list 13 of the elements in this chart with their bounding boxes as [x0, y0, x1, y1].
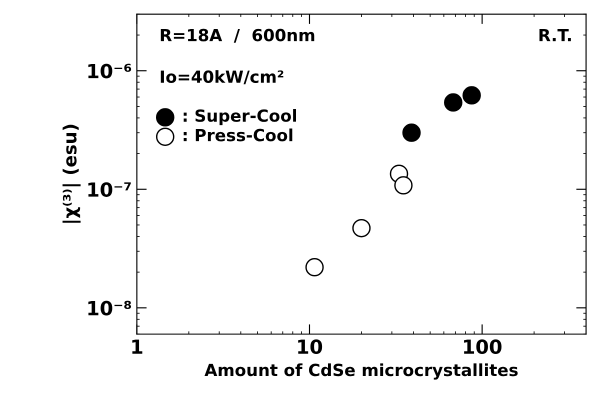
x-tick-label: 10 — [298, 339, 322, 354]
y-axis-title: |χ⁽³⁾| (esu) — [62, 124, 81, 223]
x-axis-title: Amount of CdSe microcrystallites — [204, 363, 518, 380]
legend-label: : Press-Cool — [184, 128, 292, 142]
y-tick-label: 10⁻⁶ — [88, 64, 132, 78]
annotation: R.T. — [539, 29, 571, 42]
annotation: R=18A / 600nm — [160, 28, 314, 43]
y-tick-label: 10⁻⁷ — [88, 182, 131, 197]
x-tick-label: 100 — [464, 339, 502, 354]
annotation: Io=40kW/cm² — [160, 70, 284, 84]
y-tick-label: 10⁻⁸ — [88, 300, 132, 316]
legend-label: : Super-Cool — [184, 109, 296, 126]
x-tick-label: 1 — [132, 340, 142, 354]
